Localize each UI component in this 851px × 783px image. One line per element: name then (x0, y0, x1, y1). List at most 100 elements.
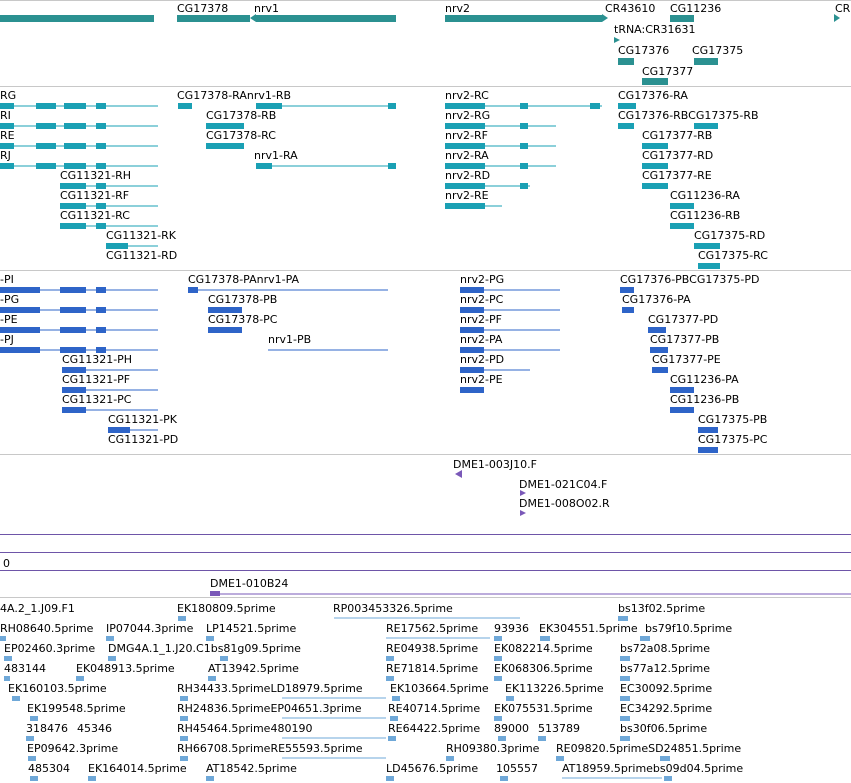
cdna-glyph[interactable] (620, 696, 630, 701)
transcript-label[interactable]: nrv2-RA (445, 149, 489, 162)
cdna-glyph[interactable] (538, 736, 546, 741)
protein-label[interactable]: -PJ (0, 333, 14, 346)
cdna-label[interactable]: RE17562.5prime (386, 622, 479, 635)
cdna-label[interactable]: EP09642.3prime (27, 742, 119, 755)
transcript-label[interactable]: CG17377-RB (642, 129, 713, 142)
transcript-label[interactable]: nrv2-RC (445, 89, 489, 102)
protein-label[interactable]: nrv2-PA (460, 333, 503, 346)
transcript-glyph[interactable] (0, 143, 158, 149)
transcript-label[interactable]: CG17378-RC (206, 129, 276, 142)
cdna-glyph[interactable] (494, 656, 502, 661)
protein-glyph[interactable] (208, 307, 242, 313)
protein-glyph[interactable] (698, 427, 718, 433)
protein-glyph[interactable] (460, 347, 560, 353)
transcript-glyph[interactable] (642, 163, 668, 169)
transcript-label[interactable]: CG11321-RF (60, 189, 130, 202)
protein-label[interactable]: -PI (0, 273, 14, 286)
cdna-glyph[interactable] (620, 736, 630, 741)
cdna-label[interactable]: EK113226.5prime (505, 682, 604, 695)
transcript-label[interactable]: CG17376-RA (618, 89, 688, 102)
cdna-label[interactable]: RE09820.5primeSD24851.5prime (556, 742, 742, 755)
cdna-label[interactable]: EK199548.5prime (27, 702, 126, 715)
cdna-label[interactable]: LD45676.5prime (386, 762, 479, 775)
cdna-label[interactable]: EK304551.5prime (539, 622, 638, 635)
cdna-label[interactable]: 318476 (26, 722, 68, 735)
transcript-label[interactable]: CG17375-RC (698, 249, 768, 262)
cdna-label[interactable]: 513789 (538, 722, 580, 735)
protein-label[interactable]: -PE (0, 313, 18, 326)
protein-glyph[interactable] (0, 327, 158, 333)
cdna-label[interactable]: EK160103.5prime (8, 682, 107, 695)
protein-label[interactable]: nrv2-PE (460, 373, 503, 386)
protein-glyph[interactable] (208, 327, 242, 333)
transcript-glyph[interactable] (206, 143, 244, 149)
cdna-label[interactable]: 4A.2_1.J09.F1 (0, 602, 75, 615)
gene-label[interactable]: CG11236 (670, 2, 722, 15)
transcript-label[interactable]: RG (0, 89, 17, 102)
transcript-glyph[interactable] (0, 123, 158, 129)
protein-track[interactable] (0, 287, 718, 453)
protein-glyph[interactable] (650, 347, 668, 353)
cdna-glyph[interactable] (500, 776, 508, 781)
transcript-track[interactable] (0, 103, 720, 269)
cdna-label[interactable]: bs13f02.5prime (618, 602, 706, 615)
cdna-glyph[interactable] (0, 636, 6, 641)
cdna-label[interactable]: EC34292.5prime (620, 702, 713, 715)
gene-bar[interactable] (670, 15, 694, 22)
cdna-label[interactable]: EK082214.5prime (494, 642, 593, 655)
cdna-glyph[interactable] (26, 736, 34, 741)
cdna-glyph[interactable] (388, 736, 396, 741)
transcript-glyph[interactable] (0, 103, 158, 109)
cdna-glyph[interactable] (178, 616, 186, 621)
cdna-glyph[interactable] (220, 656, 228, 661)
est-arrow[interactable] (520, 510, 526, 516)
cdna-label[interactable]: EK068306.5prime (494, 662, 593, 675)
cdna-glyph[interactable] (640, 636, 650, 641)
transcript-label[interactable]: CG11236-RB (670, 209, 741, 222)
transcript-glyph[interactable] (694, 243, 720, 249)
cdna-label[interactable]: RH66708.5primeRE55593.5prime (177, 742, 363, 755)
cdna-glyph[interactable] (4, 676, 10, 681)
cdna-label[interactable]: EK164014.5prime (88, 762, 187, 775)
transcript-label[interactable]: CG11321-RC (60, 209, 130, 222)
protein-glyph[interactable] (460, 287, 560, 293)
cdna-glyph[interactable] (206, 636, 214, 641)
cdna-label[interactable]: bs77a12.5prime (620, 662, 710, 675)
protein-label[interactable]: CG11321-PD (108, 433, 179, 446)
gene-bar[interactable] (445, 15, 602, 22)
transcript-glyph[interactable] (206, 123, 244, 129)
protein-label[interactable]: CG17376-PA (622, 293, 691, 306)
gene-label[interactable]: CR43610 (605, 2, 656, 15)
cdna-label[interactable]: EK103664.5prime (390, 682, 489, 695)
cdna-label[interactable]: RH08640.5prime (0, 622, 94, 635)
gene-label[interactable]: CG17376 (618, 44, 670, 57)
protein-label[interactable]: CG17378-PB (208, 293, 278, 306)
gene-label[interactable]: CG17378 (177, 2, 229, 15)
transcript-glyph[interactable] (642, 183, 668, 189)
protein-glyph[interactable] (62, 407, 158, 413)
transcript-label[interactable]: nrv2-RF (445, 129, 488, 142)
cdna-label[interactable]: AT18542.5prime (206, 762, 297, 775)
cdna-label[interactable]: AT13942.5prime (208, 662, 299, 675)
cdna-label[interactable]: EC30092.5prime (620, 682, 713, 695)
transcript-label[interactable]: CG17378-RB (206, 109, 277, 122)
clone-label[interactable]: DME1-010B24 (210, 577, 289, 590)
gene-bar[interactable] (177, 15, 250, 22)
cdna-label[interactable]: RH24836.5primeEP04651.3prime (177, 702, 362, 715)
gene-label[interactable]: tRNA:CR31631 (614, 23, 696, 36)
cdna-glyph[interactable] (618, 616, 628, 621)
protein-glyph[interactable] (0, 307, 158, 313)
transcript-label[interactable]: CG17377-RD (642, 149, 714, 162)
protein-glyph[interactable] (62, 387, 158, 393)
transcript-label[interactable]: CG11321-RK (106, 229, 177, 242)
est-arrow[interactable] (520, 490, 526, 496)
cdna-label[interactable]: RE40714.5prime (388, 702, 481, 715)
transcript-glyph[interactable] (670, 223, 694, 229)
protein-glyph[interactable] (648, 327, 666, 333)
cdna-glyph[interactable] (556, 756, 564, 761)
protein-label[interactable]: CG11321-PF (62, 373, 131, 386)
cdna-label[interactable]: bs72a08.5prime (620, 642, 710, 655)
gene-bar[interactable] (642, 78, 668, 85)
transcript-glyph[interactable] (618, 123, 718, 129)
cdna-glyph[interactable] (30, 716, 38, 721)
